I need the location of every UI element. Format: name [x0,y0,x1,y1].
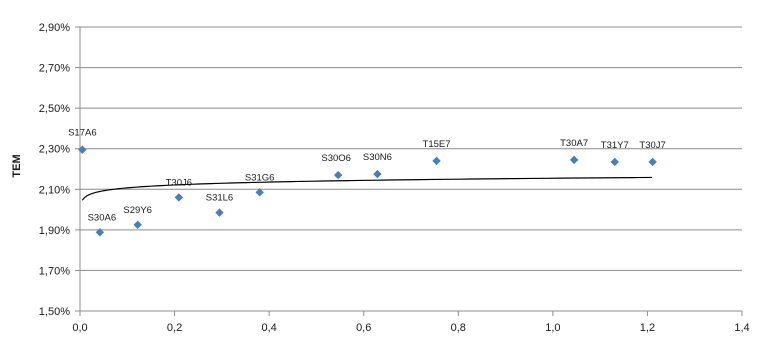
x-tick-label: 0,4 [261,322,276,334]
x-tick-label: 1,0 [545,322,560,334]
data-point-t15e7 [432,156,441,166]
data-point-t30j7 [648,157,657,167]
data-point-s17a6 [78,145,87,154]
data-label: S29Y6 [123,205,152,216]
data-label: T30J7 [639,140,665,151]
data-label: T30J6 [166,177,192,188]
x-tick-label: 1,2 [640,322,655,334]
y-tick-label: 2,50% [39,103,70,115]
y-tick-label: 2,30% [39,144,70,156]
data-point-t31y7 [610,157,620,167]
y-tick-label: 2,10% [39,184,70,196]
data-point-s30a6 [95,228,105,237]
x-tick-label: 0,0 [72,322,87,334]
y-tick-label: 1,50% [39,306,70,318]
data-point-t30j6 [174,193,184,202]
y-axis-title: TEM [11,154,23,177]
data-point-s30n6 [373,169,382,179]
data-point-s29y6 [133,220,142,229]
x-tick-label: 0,6 [356,322,371,334]
data-point-s30o6 [333,170,343,180]
data-label: S31L6 [206,193,233,204]
y-tick-label: 1,70% [39,265,70,277]
y-tick-label: 2,90% [39,22,70,34]
data-points [78,145,657,237]
data-labels: S17A6 S30A6 S29Y6 T30J6 S31L6 S31G6 S30O6 S30N6… [68,128,666,224]
data-label: T30A7 [560,138,588,149]
data-point-s31g6 [255,188,264,197]
gridlines [80,26,742,271]
axes [75,26,743,316]
data-point-s31l6 [215,208,224,217]
x-tick-label: 0,8 [451,322,466,334]
y-tick-labels: 1,50% 1,70% 1,90% 2,10% 2,30% 2,50% 2,70% 2,90% [39,22,70,318]
y-tick-label: 2,70% [39,63,70,75]
data-label: S30O6 [321,153,351,164]
data-point-t30a7 [569,155,579,165]
data-label: S17A6 [68,128,97,139]
x-tick-label: 0,2 [167,322,182,334]
x-tick-label: 1,4 [734,322,749,334]
x-tick-labels: 0,0 0,2 0,4 0,6 0,8 1,0 1,2 1,4 [72,322,749,334]
data-label: S31G6 [245,172,275,183]
y-tick-label: 1,90% [39,225,70,237]
data-label: S30A6 [88,212,117,223]
data-label: S30N6 [363,152,392,163]
trendline-path [81,176,653,201]
data-label: T31Y7 [601,140,629,151]
data-label: T15E7 [423,139,451,150]
trendline [81,176,653,201]
